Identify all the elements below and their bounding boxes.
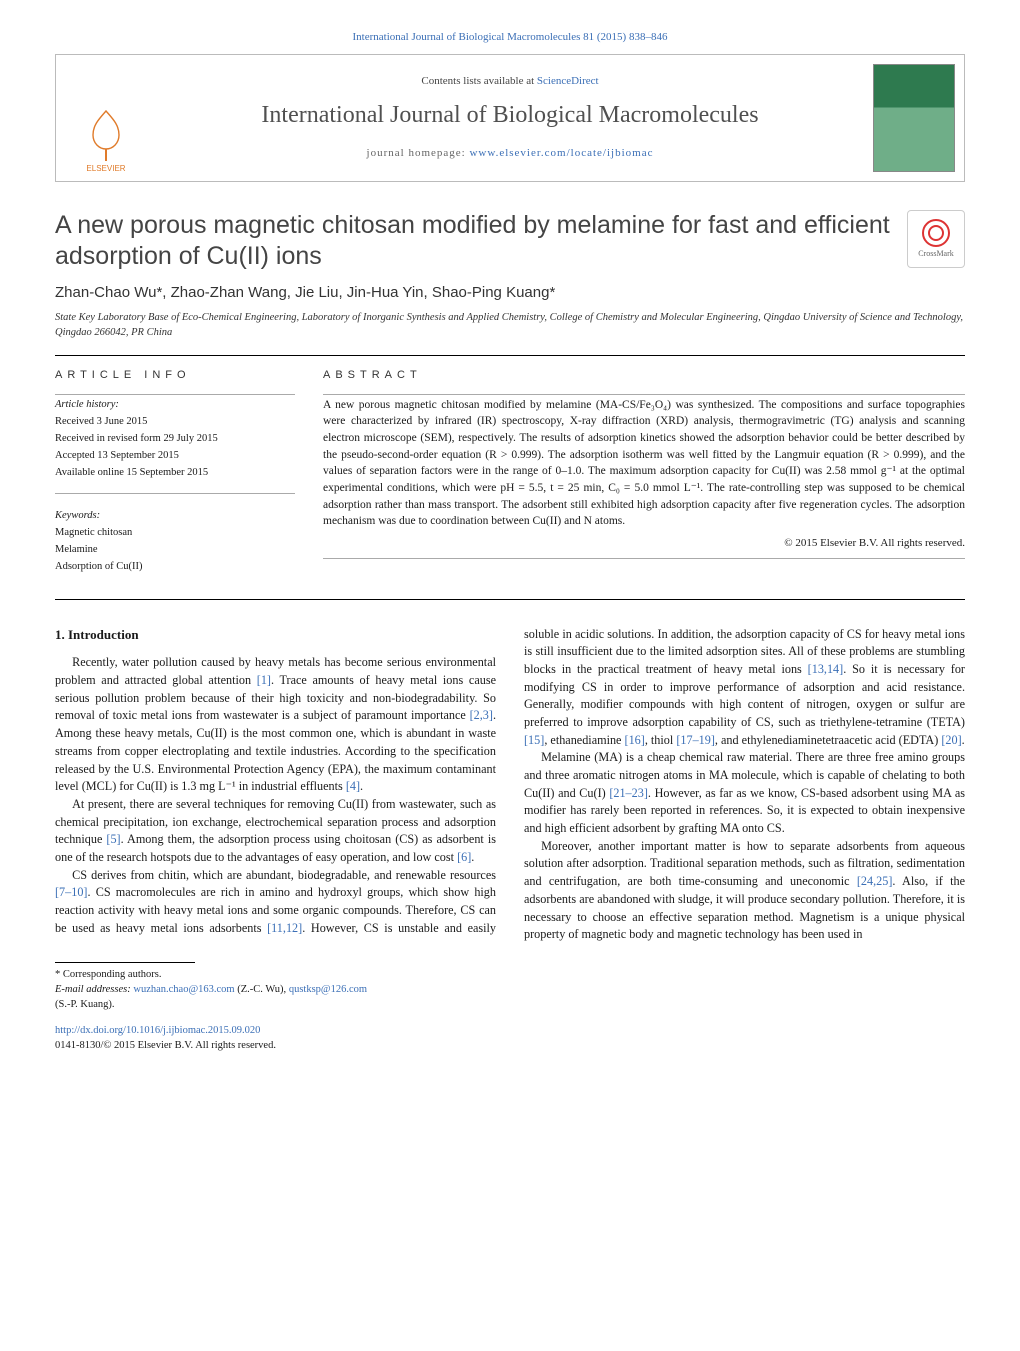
ref-link[interactable]: [11,12] xyxy=(267,921,302,935)
crossmark-badge[interactable]: CrossMark xyxy=(907,210,965,268)
article-info-heading: ARTICLE INFO xyxy=(55,368,295,384)
ref-link[interactable]: [21–23] xyxy=(609,786,648,800)
email-line: E-mail addresses: wuzhan.chao@163.com (Z… xyxy=(55,982,965,1012)
affiliation: State Key Laboratory Base of Eco-Chemica… xyxy=(55,310,965,340)
journal-homepage-link[interactable]: www.elsevier.com/locate/ijbiomac xyxy=(469,147,653,159)
ref-link[interactable]: [4] xyxy=(346,779,360,793)
citation-link[interactable]: International Journal of Biological Macr… xyxy=(353,31,668,43)
ref-link[interactable]: [20] xyxy=(941,733,961,747)
article-info: ARTICLE INFO Article history: Received 3… xyxy=(55,368,295,577)
footnotes: * Corresponding authors. E-mail addresse… xyxy=(55,962,965,1013)
abstract: ABSTRACT A new porous magnetic chitosan … xyxy=(323,368,965,577)
corresponding-note: * Corresponding authors. xyxy=(55,967,965,982)
history-item: Accepted 13 September 2015 xyxy=(55,448,295,463)
ref-link[interactable]: [24,25] xyxy=(857,874,893,888)
history-head: Article history: xyxy=(55,397,295,412)
journal-homepage: journal homepage: www.elsevier.com/locat… xyxy=(367,146,654,162)
ref-link[interactable]: [7–10] xyxy=(55,885,88,899)
elsevier-tree-icon: ELSEVIER xyxy=(79,105,133,173)
journal-title: International Journal of Biological Macr… xyxy=(261,98,758,133)
doi-link[interactable]: http://dx.doi.org/10.1016/j.ijbiomac.201… xyxy=(55,1025,260,1036)
history-item: Available online 15 September 2015 xyxy=(55,465,295,480)
sciencedirect-link[interactable]: ScienceDirect xyxy=(537,75,599,87)
doi-block: http://dx.doi.org/10.1016/j.ijbiomac.201… xyxy=(55,1023,965,1053)
ref-link[interactable]: [2,3] xyxy=(470,708,493,722)
publisher-logo: ELSEVIER xyxy=(56,55,156,181)
abstract-text: A new porous magnetic chitosan modified … xyxy=(323,397,965,530)
ref-link[interactable]: [16] xyxy=(625,733,645,747)
ref-link[interactable]: [1] xyxy=(257,673,271,687)
keyword: Adsorption of Cu(II) xyxy=(55,559,295,574)
journal-masthead: ELSEVIER Contents lists available at Sci… xyxy=(55,54,965,182)
history-item: Received in revised form 29 July 2015 xyxy=(55,431,295,446)
ref-link[interactable]: [15] xyxy=(524,733,544,747)
paragraph: Moreover, another important matter is ho… xyxy=(524,838,965,944)
body-text: 1. Introduction Recently, water pollutio… xyxy=(55,626,965,944)
ref-link[interactable]: [6] xyxy=(457,850,471,864)
abstract-copyright: © 2015 Elsevier B.V. All rights reserved… xyxy=(323,536,965,552)
paragraph: Melamine (MA) is a cheap chemical raw ma… xyxy=(524,749,965,837)
ref-link[interactable]: [17–19] xyxy=(676,733,715,747)
email-link[interactable]: wuzhan.chao@163.com xyxy=(133,984,234,995)
article-title: A new porous magnetic chitosan modified … xyxy=(55,210,893,273)
keyword: Magnetic chitosan xyxy=(55,525,295,540)
crossmark-icon xyxy=(921,218,951,248)
abstract-heading: ABSTRACT xyxy=(323,368,965,384)
rule-mid xyxy=(55,599,965,600)
cover-image xyxy=(873,64,955,172)
paragraph: At present, there are several techniques… xyxy=(55,796,496,867)
paragraph: Recently, water pollution caused by heav… xyxy=(55,654,496,796)
contents-lists-line: Contents lists available at ScienceDirec… xyxy=(421,74,598,90)
citation-header: International Journal of Biological Macr… xyxy=(55,30,965,46)
ref-link[interactable]: [13,14] xyxy=(808,662,844,676)
history-item: Received 3 June 2015 xyxy=(55,414,295,429)
ref-link[interactable]: [5] xyxy=(106,832,120,846)
email-link[interactable]: qustksp@126.com xyxy=(289,984,367,995)
crossmark-label: CrossMark xyxy=(918,248,954,260)
section-heading: 1. Introduction xyxy=(55,626,496,645)
authors-line: Zhan-Chao Wu*, Zhao-Zhan Wang, Jie Liu, … xyxy=(55,282,965,304)
issn-line: 0141-8130/© 2015 Elsevier B.V. All right… xyxy=(55,1040,276,1051)
journal-cover-thumb xyxy=(864,55,964,181)
keyword: Melamine xyxy=(55,542,295,557)
keywords-head: Keywords: xyxy=(55,508,295,523)
svg-text:ELSEVIER: ELSEVIER xyxy=(86,164,125,173)
rule-top xyxy=(55,355,965,356)
